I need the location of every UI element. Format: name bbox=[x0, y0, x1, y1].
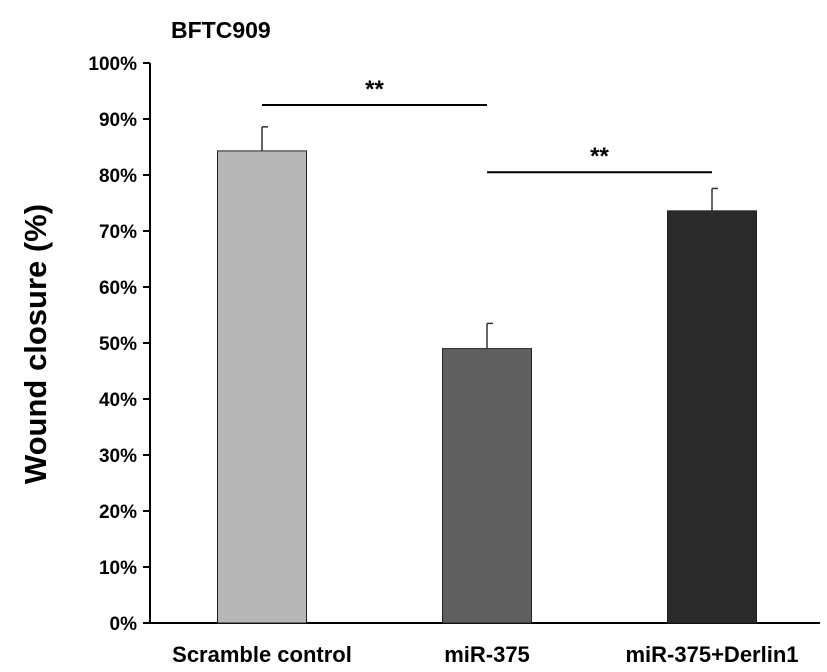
x-tick-label: Scramble control bbox=[172, 642, 352, 667]
y-tick-label: 100% bbox=[88, 54, 137, 75]
bars bbox=[217, 126, 757, 624]
y-tick-label: 0% bbox=[110, 614, 138, 635]
chart-title: BFTC909 bbox=[171, 17, 271, 43]
y-tick-label: 80% bbox=[99, 166, 137, 187]
significance-label-1: ** bbox=[365, 76, 384, 103]
significance-label-2: ** bbox=[590, 143, 609, 170]
x-tick-label: miR-375 bbox=[444, 642, 530, 667]
x-axis: Scramble control miR-375 miR-375+Derlin1 bbox=[172, 642, 798, 667]
y-tick-label: 10% bbox=[99, 558, 137, 579]
y-axis-label: Wound closure (%) bbox=[18, 204, 53, 484]
y-tick-label: 90% bbox=[99, 110, 137, 131]
y-axis: 0% 10% 20% 30% 40% 50% 60% 70% 80% 90% 100% bbox=[88, 54, 820, 635]
y-tick-label: 50% bbox=[99, 334, 137, 355]
bar-2 bbox=[442, 348, 532, 624]
y-tick-label: 60% bbox=[99, 278, 137, 299]
bar-3 bbox=[667, 210, 757, 624]
y-tick-label: 70% bbox=[99, 222, 137, 243]
y-tick-label: 40% bbox=[99, 390, 137, 411]
x-tick-label: miR-375+Derlin1 bbox=[625, 642, 798, 667]
y-tick-label: 30% bbox=[99, 446, 137, 467]
significance-markers: ** ** bbox=[262, 76, 712, 174]
bar-1 bbox=[217, 150, 307, 624]
y-tick-label: 20% bbox=[99, 502, 137, 523]
